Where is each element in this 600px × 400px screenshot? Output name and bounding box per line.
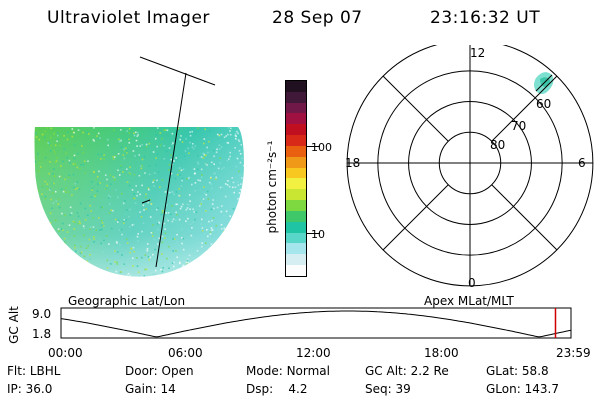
info-glon: GLon: 143.7 <box>486 382 559 396</box>
colorbar-segment <box>286 91 306 103</box>
mlt-label-0: 0 <box>468 276 476 290</box>
colorbar-unit-label: photon cm⁻²s⁻¹ <box>265 140 279 234</box>
info-mode: Mode: Normal <box>246 364 330 378</box>
colorbar-segment <box>286 200 306 211</box>
altitude-timeline <box>60 307 572 339</box>
observation-date: 28 Sep 07 <box>272 8 363 28</box>
info-dsp: Dsp: 4.2 <box>246 382 308 396</box>
mlt-diagonal <box>491 184 558 251</box>
mlt-label-18: 18 <box>345 156 361 170</box>
timeline-axis-label: GC Alt <box>7 306 21 344</box>
colorbar-segment <box>286 189 306 201</box>
polar-boundary <box>346 45 594 287</box>
colorbar-segment <box>286 113 306 125</box>
timeline-xtick-0600: 06:00 <box>168 346 203 360</box>
info-gc-alt: GC Alt: 2.2 Re <box>365 364 449 378</box>
mlat-label-60: 60 <box>536 97 552 111</box>
mlt-diagonal <box>382 75 449 142</box>
timeline-ytick-9: 9.0 <box>32 307 52 321</box>
mlt-diagonal <box>491 75 558 142</box>
altitude-curve <box>60 310 572 338</box>
colorbar-segment <box>286 243 306 255</box>
colorbar-segment <box>286 145 306 157</box>
timeline-xtick-1200: 12:00 <box>296 346 331 360</box>
mlt-label-12: 12 <box>470 46 486 60</box>
instrument-title: Ultraviolet Imager <box>47 8 210 28</box>
colorbar-tick-mark <box>306 233 320 234</box>
colorbar-segment <box>286 254 306 266</box>
timeline-xtick-0000: 00:00 <box>48 346 83 360</box>
uv-intensity-map <box>34 127 244 277</box>
colorbar-segment <box>286 156 306 168</box>
info-flt: Flt: LBHL <box>7 364 61 378</box>
colorbar-tick-100: 100 <box>311 141 332 154</box>
info-glat: GLat: 58.8 <box>486 364 549 378</box>
colorbar-tick-10: 10 <box>311 228 325 241</box>
mlat-label-80: 80 <box>490 138 506 152</box>
colorbar-segment <box>286 265 306 276</box>
observation-time: 23:16:32 UT <box>430 8 541 28</box>
info-ip: IP: 36.0 <box>7 382 53 396</box>
colorbar-segment <box>286 81 306 92</box>
colorbar <box>285 80 307 277</box>
geographic-panel-label: Geographic Lat/Lon <box>68 294 186 308</box>
colorbar-segment <box>286 178 306 190</box>
timeline-xtick-1800: 18:00 <box>424 346 459 360</box>
spacecraft-direction-line <box>535 74 553 92</box>
mlat-label-70: 70 <box>511 119 527 133</box>
colorbar-segment <box>286 124 306 136</box>
colorbar-segment <box>286 102 306 114</box>
colorbar-segment <box>286 221 306 233</box>
geographic-image <box>34 56 244 277</box>
colorbar-tick-mark <box>306 146 320 147</box>
info-gain: Gain: 14 <box>125 382 176 396</box>
spacecraft-nadir-line <box>155 72 187 268</box>
orbit-track-line <box>139 56 216 86</box>
colorbar-segment <box>286 210 306 222</box>
colorbar-segment <box>286 135 306 146</box>
mlt-diagonal <box>382 184 449 251</box>
colorbar-segment <box>286 167 306 179</box>
colorbar-segment <box>286 232 306 244</box>
polar-panel-label: Apex MLat/MLT <box>424 294 514 308</box>
info-seq: Seq: 39 <box>365 382 411 396</box>
timeline-ytick-1.8: 1.8 <box>32 327 52 341</box>
mlt-label-6: 6 <box>578 156 586 170</box>
polar-mlat-mlt-plot <box>346 45 594 287</box>
timeline-xtick-2359: 23:59 <box>556 346 591 360</box>
info-door: Door: Open <box>125 364 194 378</box>
